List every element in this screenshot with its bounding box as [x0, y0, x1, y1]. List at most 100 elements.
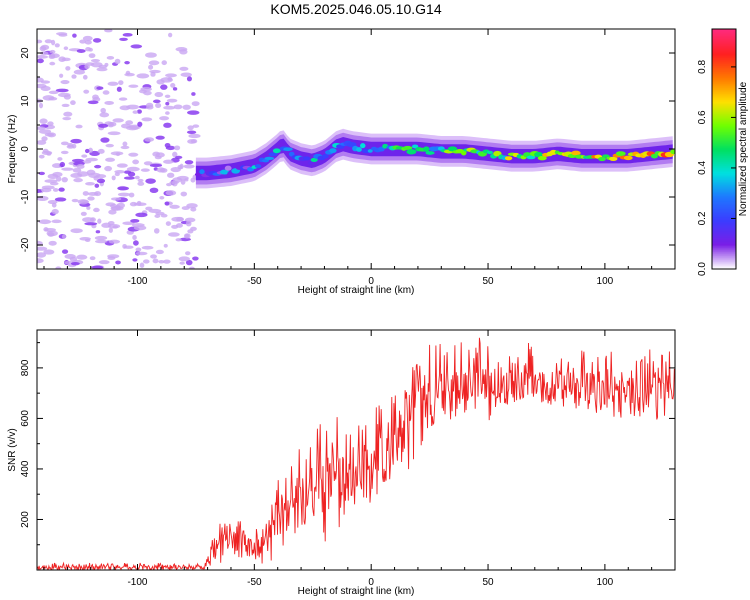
spectrogram-noise-cell [144, 137, 155, 142]
spectrogram-noise-cell [65, 66, 71, 71]
colorbar-step [712, 245, 736, 248]
spectrogram-noise-cell [60, 80, 70, 85]
snr-y-tick-label: 200 [20, 511, 31, 528]
spectrogram-noise-cell [73, 177, 83, 183]
spectrogram-x-label: Height of straight line (km) [298, 285, 415, 296]
spectrogram-noise-cell [155, 135, 165, 140]
spectrogram-noise-cell [185, 251, 191, 256]
colorbar-step [712, 33, 736, 36]
colorbar-step [712, 193, 736, 196]
colorbar-step [712, 149, 736, 152]
spectrogram-noise-cell [119, 37, 128, 41]
spectrogram-noise-cell [61, 177, 68, 183]
colorbar-step [712, 161, 736, 164]
spectrogram-ridge-cell [460, 150, 467, 156]
colorbar-step [712, 255, 736, 258]
colorbar-frame [711, 28, 737, 270]
spectrogram-noise-cell [51, 219, 62, 224]
spectrogram-noise-cell [73, 69, 86, 75]
colorbar-step [712, 187, 736, 190]
colorbar-step [712, 215, 736, 218]
spectrogram-ridge-cell [288, 151, 295, 157]
spectrogram-noise-cell [55, 176, 62, 182]
spectrogram-ridge-cell [650, 153, 659, 159]
colorbar-label: Normalized spectral amplitude [738, 81, 749, 216]
spectrogram-noise-cell [47, 232, 55, 237]
spectrogram-noise-cell [107, 131, 121, 136]
spectrogram-noise-cell [76, 163, 85, 169]
spectrogram-noise-cell [55, 32, 68, 36]
colorbar-step [712, 49, 736, 52]
spectrogram-noise-cell [63, 46, 69, 51]
colorbar-step [712, 77, 736, 80]
colorbar-step [712, 43, 736, 46]
spectrogram-noise-cell [72, 33, 77, 38]
colorbar-step [712, 115, 736, 118]
spectrogram-noise-cell [48, 240, 57, 246]
spectrogram-noise-cell [192, 256, 199, 261]
colorbar-step [712, 101, 736, 104]
colorbar-step [712, 119, 736, 122]
spectrogram-ridge-cell [534, 151, 543, 158]
spectrogram-noise-cell [132, 258, 138, 262]
colorbar-step [712, 151, 736, 154]
colorbar-step [712, 189, 736, 192]
colorbar-step [712, 175, 736, 178]
spectrogram-noise-cell [94, 183, 100, 188]
spectrogram-noise-cell [187, 125, 194, 131]
spectrogram-noise-cell [155, 102, 162, 109]
snr-x-tick-label: 50 [482, 577, 494, 588]
spectrogram-noise-cell [61, 57, 71, 62]
spectrogram-noise-cell [141, 117, 153, 122]
spectrogram-noise-cell [152, 258, 159, 264]
spectrogram-noise-cell [90, 59, 101, 63]
spectrogram-noise-cell [180, 72, 192, 77]
spectrogram-noise-cell [122, 141, 128, 147]
colorbar-step [712, 95, 736, 98]
colorbar-tick-label: 0.4 [697, 161, 708, 175]
spectrogram-noise-cell [75, 124, 83, 129]
spectrogram-noise-cell [40, 187, 52, 193]
spectrogram-noise-cell [55, 88, 69, 93]
spectrogram-noise-cell [166, 98, 178, 103]
spectrogram-noise-cell [122, 33, 133, 37]
spectrogram-noise-cell [175, 238, 182, 242]
spectrogram-noise-cell [52, 188, 59, 192]
spectrogram-ridge-cell [406, 149, 417, 155]
colorbar-step [712, 179, 736, 182]
spectrogram-noise-cell [105, 143, 114, 148]
spectrogram-noise-cell [136, 200, 142, 206]
colorbar-step [712, 225, 736, 228]
spectrogram-noise-cell [100, 137, 110, 143]
spectrogram-noise-cell [44, 39, 53, 44]
spectrogram-noise-cell [43, 249, 55, 255]
spectrogram-noise-cell [47, 200, 58, 205]
spectrogram-y-ticks: -20 -10 0 10 20 [20, 28, 675, 270]
spectrogram-noise-cell [128, 192, 135, 198]
spectrogram-noise-cell [160, 84, 168, 90]
spectrogram-noise-cell [172, 87, 178, 91]
spectrogram-noise-cell [129, 201, 138, 207]
spectrogram-noise-cell [159, 168, 168, 173]
spectrogram-noise-cell [47, 132, 57, 138]
colorbar-step [712, 217, 736, 220]
colorbar-step [712, 45, 736, 48]
spectrogram-noise-cell [38, 102, 44, 109]
spectrogram-noise-cell [98, 64, 108, 69]
colorbar-step [712, 221, 736, 224]
colorbar-step [712, 41, 736, 44]
spectrogram-noise-cell [152, 151, 161, 157]
spectrogram-noise-cell [38, 219, 52, 225]
spectrogram-noise-cell [165, 73, 177, 78]
spectrogram-noise-cell [118, 97, 128, 101]
colorbar-step [712, 125, 736, 128]
spectrogram-noise-cell [165, 111, 170, 115]
spectrogram-noise-cell [184, 178, 189, 182]
spectrogram-noise-cell [183, 233, 191, 239]
spectrogram-noise-cell [191, 101, 200, 107]
spectrogram-noise-cell [39, 51, 49, 56]
colorbar-step [712, 185, 736, 188]
spectrogram-noise-cell [111, 175, 116, 181]
spectrogram-noise-cell [108, 209, 117, 215]
spectrogram-noise-cell [115, 260, 121, 265]
